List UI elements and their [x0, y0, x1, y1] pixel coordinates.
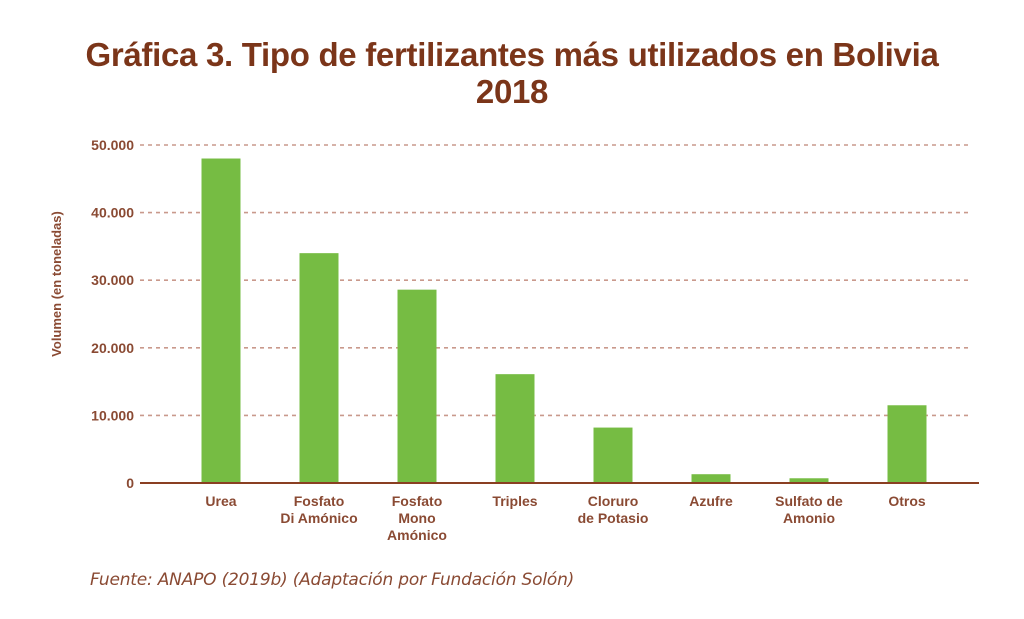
bar	[495, 374, 535, 483]
bar	[691, 474, 731, 483]
y-axis-label: Volumen (en toneladas)	[49, 211, 64, 357]
x-tick-label: Triples	[492, 493, 537, 509]
y-tick-label: 10.000	[91, 407, 134, 423]
chart-title-line-1: Gráfica 3. Tipo de fertilizantes más uti…	[85, 36, 939, 73]
x-tick-label: Amónico	[387, 527, 447, 543]
bar	[397, 289, 437, 483]
x-tick-label: Azufre	[689, 493, 733, 509]
bar	[201, 158, 241, 483]
chart-title: Gráfica 3. Tipo de fertilizantes más uti…	[0, 36, 1024, 110]
x-tick-label: Mono	[398, 510, 435, 526]
bar	[887, 405, 927, 483]
y-tick-label: 30.000	[91, 272, 134, 288]
bar	[789, 478, 829, 483]
y-tick-label: 40.000	[91, 205, 134, 221]
x-tick-label: Sulfato de	[775, 493, 843, 509]
x-tick-label: de Potasio	[578, 510, 649, 526]
source-note: Fuente: ANAPO (2019b) (Adaptación por Fu…	[90, 570, 575, 590]
chart-title-line-2: 2018	[475, 73, 549, 110]
y-tick-label: 50.000	[91, 137, 134, 153]
x-tick-label: Cloruro	[588, 493, 639, 509]
bar	[593, 427, 633, 483]
x-tick-label: Urea	[205, 493, 236, 509]
y-tick-label: 0	[126, 475, 134, 491]
x-tick-label: Fosfato	[294, 493, 345, 509]
x-tick-label: Fosfato	[392, 493, 443, 509]
x-tick-label: Otros	[888, 493, 926, 509]
x-tick-label: Amonio	[783, 510, 835, 526]
bar	[299, 253, 339, 483]
y-tick-label: 20.000	[91, 340, 134, 356]
x-tick-label: Di Amónico	[280, 510, 357, 526]
